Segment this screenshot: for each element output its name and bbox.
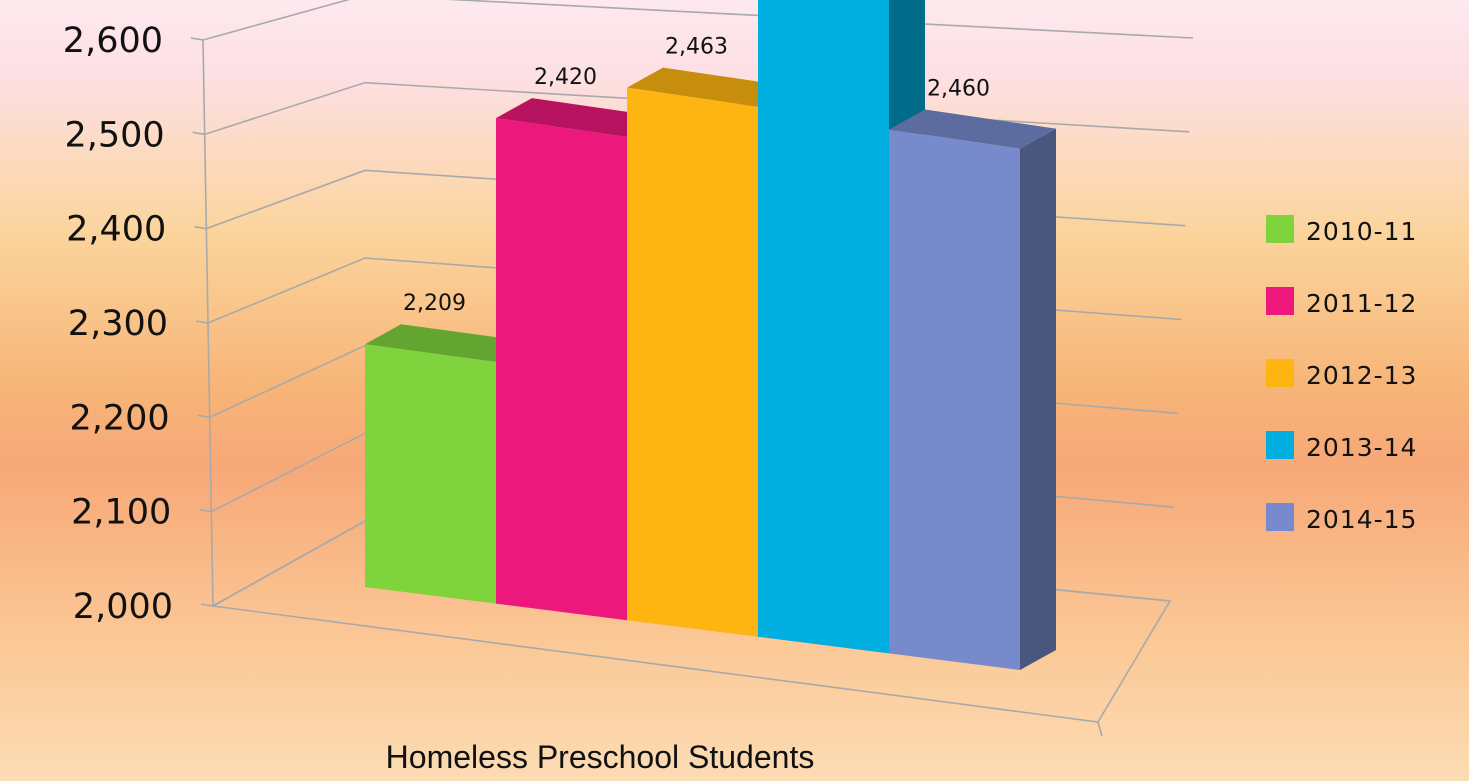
bar-front — [889, 129, 1020, 670]
data-label: 2,209 — [403, 291, 466, 316]
y-tick-label: 2,500 — [64, 115, 164, 155]
y-axis-tick-labels: 2,000 2,100 2,200 2,300 2,400 2,500 2,600 — [63, 21, 214, 627]
bar-front — [496, 118, 627, 621]
legend-label: 2013‑14 — [1306, 433, 1417, 462]
y-tick-mark — [190, 37, 204, 41]
y-tick-label: 2,000 — [73, 587, 173, 627]
floor-outline — [210, 520, 1172, 723]
y-tick-mark — [194, 225, 207, 230]
y-tick-label: 2,600 — [63, 21, 163, 61]
data-label: 2,463 — [665, 35, 728, 60]
legend-swatch — [1266, 359, 1294, 387]
bar-front — [365, 344, 496, 604]
legend-label: 2014‑15 — [1306, 505, 1417, 534]
bars — [365, 0, 1056, 670]
y-tick-label: 2,200 — [69, 398, 169, 438]
bar-top — [496, 98, 663, 138]
legend-swatch — [1266, 431, 1294, 459]
legend-item: 2010‑11 — [1266, 215, 1417, 246]
bar-front — [758, 0, 889, 654]
y-tick-label: 2,100 — [71, 493, 171, 533]
x-axis-label: Homeless Preschool Students — [386, 739, 815, 775]
legend: 2010‑11 2011‑12 2012‑13 2013‑14 2014‑15 — [1266, 215, 1417, 534]
bar-top — [889, 109, 1056, 149]
y-tick-mark — [197, 414, 210, 419]
data-label: 2,460 — [927, 76, 990, 101]
legend-swatch — [1266, 287, 1294, 315]
y-tick-label: 2,300 — [68, 304, 168, 344]
y-tick-label: 2,400 — [66, 210, 166, 250]
bar-front — [627, 87, 758, 637]
legend-label: 2010‑11 — [1306, 217, 1417, 246]
legend-item: 2013‑14 — [1266, 431, 1417, 462]
legend-item: 2014‑15 — [1266, 503, 1417, 534]
x-axis-tick — [1097, 721, 1103, 737]
bar-side — [1020, 128, 1056, 670]
y-tick-mark — [199, 508, 212, 513]
y-tick-mark — [192, 131, 205, 136]
bar-top — [627, 67, 794, 107]
y-tick-mark — [195, 320, 209, 324]
legend-swatch — [1266, 503, 1294, 531]
legend-label: 2011‑12 — [1306, 289, 1417, 318]
data-label: 2,420 — [534, 65, 597, 90]
legend-label: 2012‑13 — [1306, 361, 1417, 390]
legend-swatch — [1266, 215, 1294, 243]
bar-top — [365, 324, 532, 362]
legend-item: 2011‑12 — [1266, 287, 1417, 318]
legend-item: 2012‑13 — [1266, 359, 1417, 390]
bar-2014-15 — [889, 109, 1056, 670]
y-tick-mark — [200, 603, 214, 607]
